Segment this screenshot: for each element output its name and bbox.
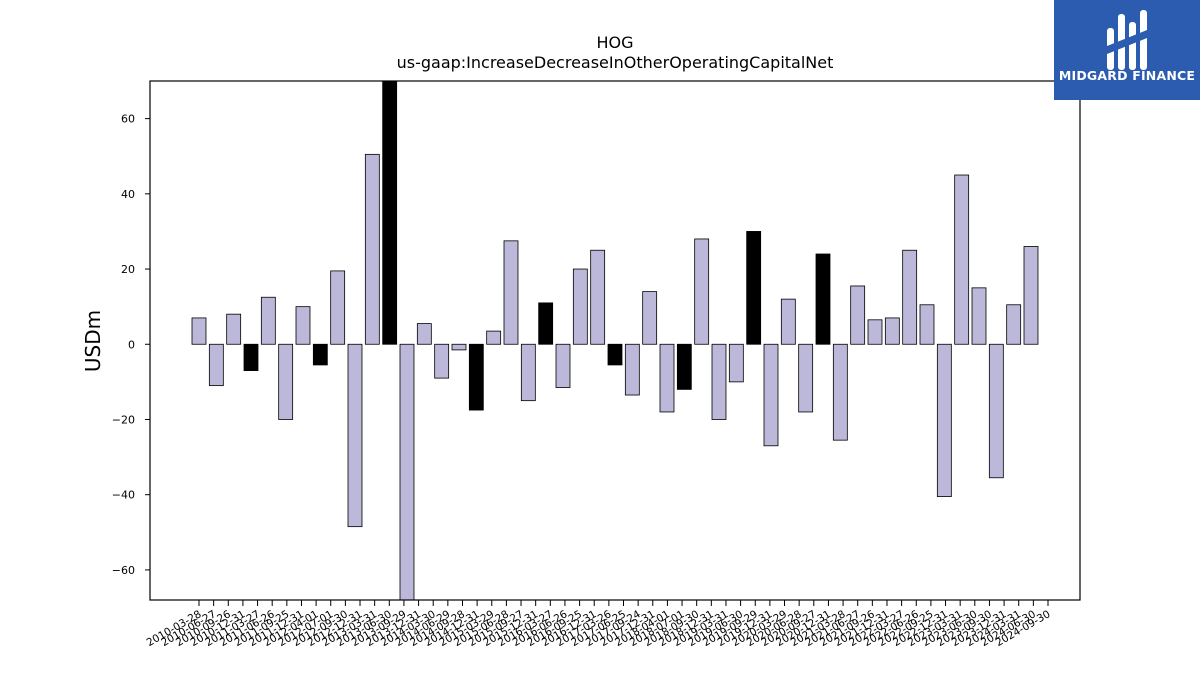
- bar: [468, 343, 484, 411]
- bar: [208, 343, 224, 387]
- y-axis-label: USDm: [81, 310, 105, 372]
- bar: [191, 317, 207, 345]
- bar: [607, 343, 623, 366]
- x-axis-ticks: 2010-03-282010-06-272010-09-262010-12-31…: [145, 600, 1053, 649]
- midgard-logo-icon: [1054, 0, 1200, 100]
- bar: [884, 317, 900, 345]
- bar: [312, 343, 328, 366]
- bar: [572, 268, 588, 345]
- bar: [642, 291, 658, 345]
- bar: [815, 253, 831, 345]
- bar: [867, 319, 883, 345]
- plot-frame: [149, 80, 1081, 601]
- bar: [1006, 304, 1022, 345]
- bar: [988, 343, 1004, 479]
- bar: [503, 240, 519, 345]
- y-tick-label: −20: [112, 413, 135, 426]
- bar: [520, 343, 536, 402]
- y-axis-ticks: −60 −40 −20 0 20 40 60: [112, 113, 150, 577]
- bar: [763, 343, 779, 447]
- bar: [278, 343, 294, 420]
- bar: [624, 343, 640, 396]
- bar: [746, 231, 762, 345]
- bar: [416, 323, 432, 345]
- bar: [243, 343, 259, 371]
- bar: [694, 238, 710, 345]
- chart-subtitle: us-gaap:IncreaseDecreaseInOtherOperating…: [397, 53, 834, 72]
- brand-name: MIDGARD FINANCE: [1058, 68, 1196, 83]
- bar: [347, 343, 363, 528]
- bar: [659, 343, 675, 413]
- bar: [850, 285, 866, 345]
- bar: [226, 313, 242, 345]
- bar: [399, 343, 415, 601]
- bar: [780, 298, 796, 345]
- bar: [555, 343, 571, 388]
- bar: [832, 343, 848, 441]
- bar: [486, 330, 502, 345]
- y-tick-label: 40: [121, 188, 135, 201]
- bar: [382, 80, 398, 345]
- bar: [936, 343, 952, 497]
- bar: [728, 343, 744, 383]
- bar: [711, 343, 727, 420]
- bar: [1023, 246, 1039, 345]
- bar: [538, 302, 554, 345]
- chart-title: HOG: [596, 33, 633, 52]
- bar: [919, 304, 935, 345]
- y-tick-label: 60: [121, 113, 135, 126]
- y-tick-label: 20: [121, 263, 135, 276]
- bars-group: [191, 80, 1039, 601]
- bar: [798, 343, 814, 413]
- y-tick-label: −40: [112, 489, 135, 502]
- bar: [590, 249, 606, 345]
- bar: [451, 343, 467, 351]
- brand-logo: MIDGARD FINANCE: [1054, 0, 1200, 100]
- bar: [676, 343, 692, 390]
- y-tick-label: −60: [112, 564, 135, 577]
- bar: [330, 270, 346, 345]
- y-tick-label: 0: [128, 338, 135, 351]
- bar: [364, 153, 380, 345]
- bar: [971, 287, 987, 345]
- bar: [434, 343, 450, 379]
- bar: [902, 249, 918, 345]
- bar: [295, 306, 311, 345]
- bar: [260, 296, 276, 345]
- bar: [954, 174, 970, 345]
